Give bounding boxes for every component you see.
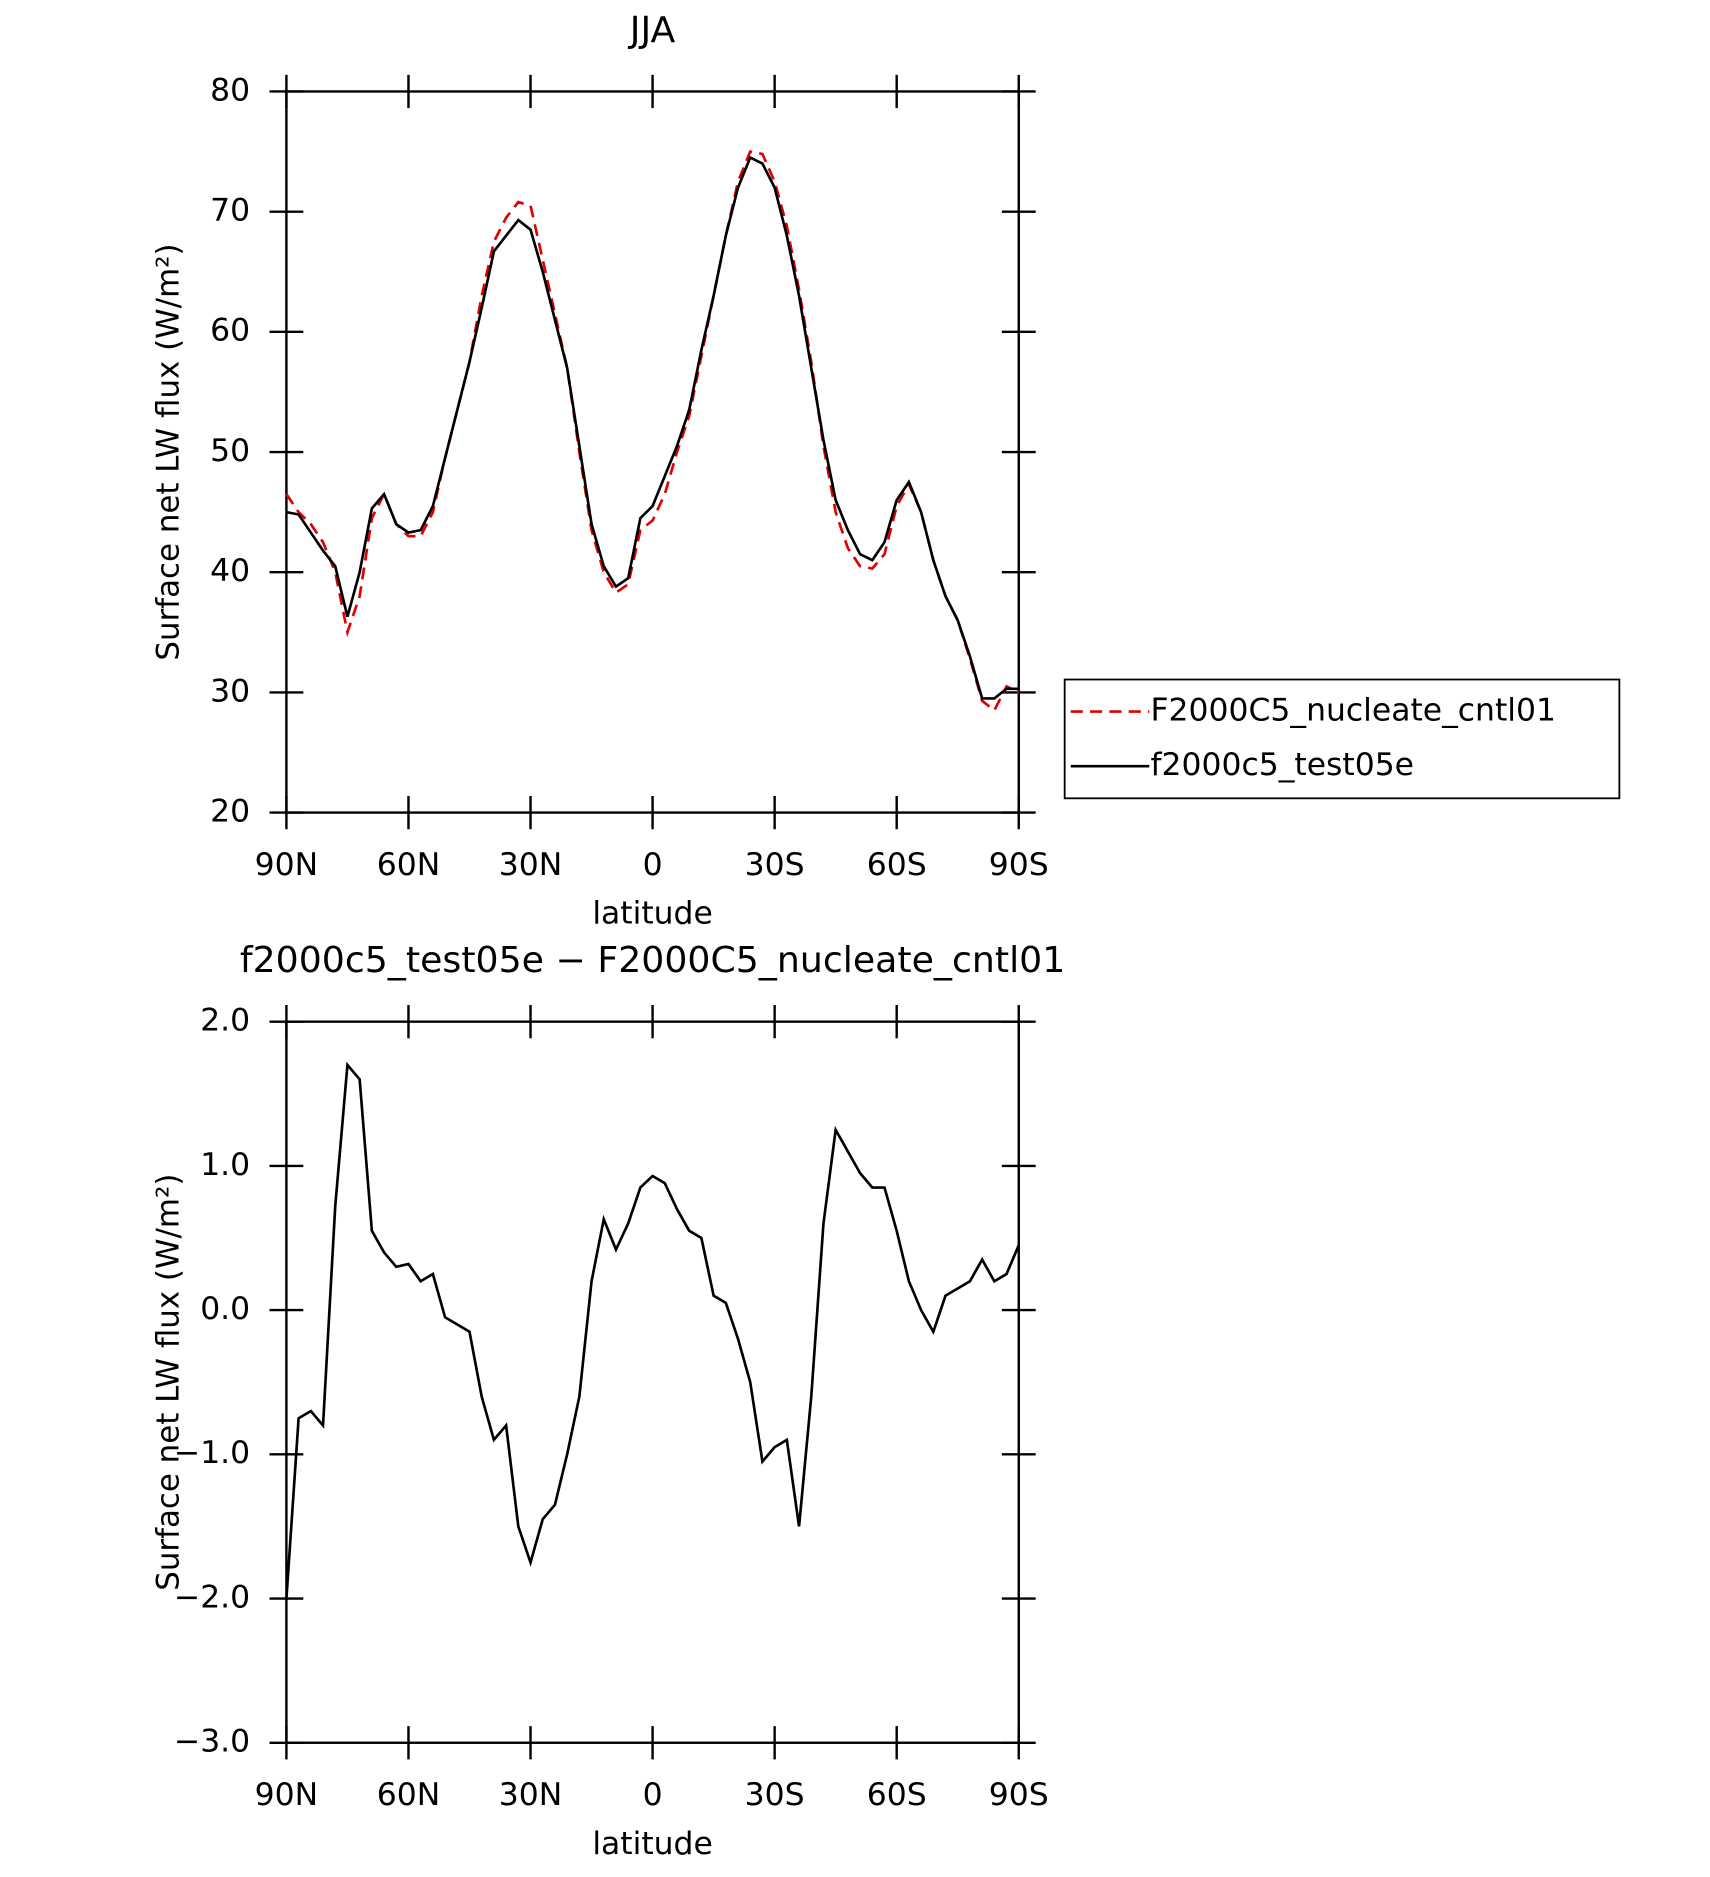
y-tick-label: 60 <box>210 313 250 349</box>
y-tick-label: 40 <box>210 553 250 589</box>
x-tick-label: 30S <box>745 847 805 883</box>
data-line <box>285 1061 1020 1599</box>
x-tick-label: 60S <box>867 1777 927 1813</box>
data-line <box>285 150 1020 713</box>
y-tick-label: 2.0 <box>200 1003 250 1039</box>
x-tick-label: 30N <box>499 1777 562 1813</box>
x-tick-label: 90S <box>989 847 1049 883</box>
plot-frame <box>285 90 1020 814</box>
legend-label: f2000c5_test05e <box>1150 747 1414 783</box>
data-line <box>286 155 1019 700</box>
y-axis-label: Surface net LW flux (W/m²) <box>150 1174 186 1591</box>
y-tick-label: 80 <box>210 73 250 109</box>
y-tick-label: −3.0 <box>174 1724 250 1760</box>
plot-frame <box>285 1020 1020 1744</box>
x-tick-label: 0 <box>643 1777 663 1813</box>
x-tick-label: 90S <box>989 1777 1049 1813</box>
x-tick-label: 60N <box>377 1777 440 1813</box>
y-tick-label: 20 <box>210 794 250 830</box>
y-tick-label: 0.0 <box>200 1291 250 1327</box>
y-tick-label: 30 <box>210 674 250 710</box>
legend-label: F2000C5_nucleate_cntl01 <box>1150 693 1555 729</box>
x-tick-label: 30S <box>745 1777 805 1813</box>
legend-box <box>1063 678 1621 800</box>
x-tick-label: 90N <box>255 847 318 883</box>
y-tick-label: 50 <box>210 433 250 469</box>
x-tick-label: 60N <box>377 847 440 883</box>
y-axis-label: Surface net LW flux (W/m²) <box>150 243 186 660</box>
y-tick-label: 70 <box>210 193 250 229</box>
chart-title: f2000c5_test05e − F2000C5_nucleate_cntl0… <box>240 940 1065 981</box>
y-tick-label: −1.0 <box>174 1435 250 1471</box>
x-axis-label: latitude <box>592 896 712 932</box>
y-tick-label: 1.0 <box>200 1147 250 1183</box>
x-tick-label: 0 <box>643 847 663 883</box>
x-tick-label: 60S <box>867 847 927 883</box>
x-axis-label: latitude <box>592 1826 712 1862</box>
x-tick-label: 30N <box>499 847 562 883</box>
x-tick-label: 90N <box>255 1777 318 1813</box>
chart-title: JJA <box>628 10 676 51</box>
y-tick-label: −2.0 <box>174 1580 250 1616</box>
